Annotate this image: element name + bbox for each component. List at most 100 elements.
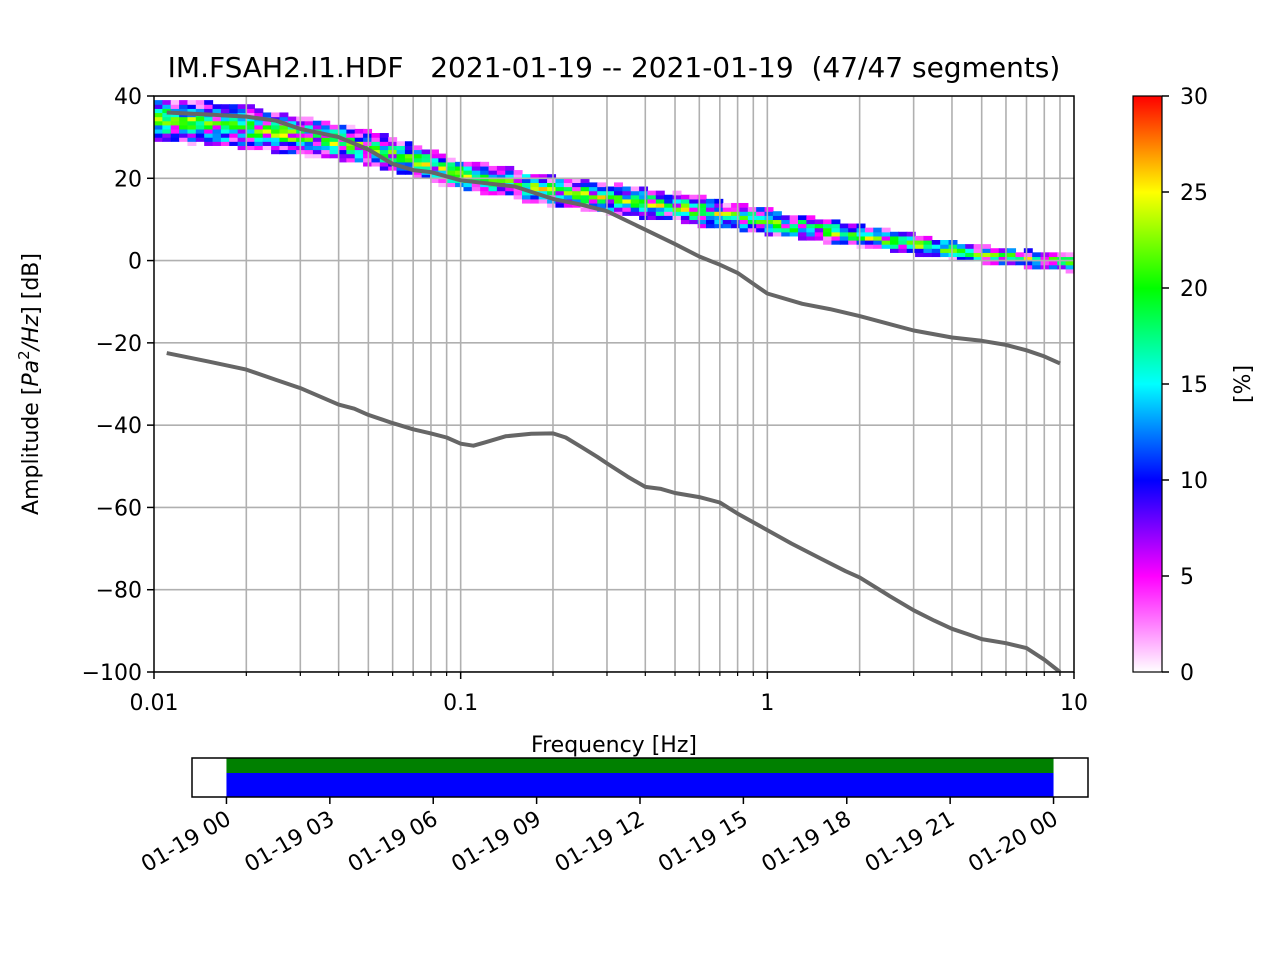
ppsd-cell <box>890 244 899 249</box>
ppsd-cell <box>237 141 247 146</box>
ppsd-cell <box>321 141 331 146</box>
ppsd-cell <box>630 202 640 208</box>
ppsd-cell <box>1015 256 1025 262</box>
ppsd-cell <box>488 178 498 183</box>
ppsd-cell <box>806 235 816 241</box>
ppsd-cell <box>731 207 741 212</box>
ppsd-cell <box>262 141 272 146</box>
ppsd-cell <box>722 202 732 208</box>
ppsd-cell <box>982 260 991 266</box>
x-tick-label: 1 <box>760 691 774 716</box>
ppsd-cell <box>338 153 347 159</box>
ppsd-cell <box>404 153 414 159</box>
ppsd-cell <box>789 227 799 233</box>
ppsd-cell <box>839 223 849 229</box>
ppsd-cell <box>220 120 230 126</box>
ppsd-cell <box>990 260 1000 266</box>
ppsd-cell <box>513 174 523 179</box>
ppsd-cell <box>672 211 682 216</box>
ppsd-cell <box>898 244 908 249</box>
ppsd-cell <box>538 174 548 179</box>
ppsd-cell <box>187 137 197 142</box>
ppsd-cell <box>170 104 180 109</box>
ppsd-cell <box>246 124 255 130</box>
ppsd-cell <box>915 252 925 258</box>
plot-frame <box>153 95 1075 673</box>
ppsd-cell <box>831 227 841 233</box>
ppsd-cell <box>195 128 205 134</box>
ppsd-cell <box>731 202 741 208</box>
ppsd-cell <box>321 124 331 130</box>
ppsd-cell <box>488 165 498 171</box>
ppsd-cell <box>789 223 799 229</box>
ppsd-cell <box>639 202 649 208</box>
ppsd-cell <box>580 198 590 204</box>
ppsd-cell <box>496 186 506 192</box>
ppsd-cell <box>580 207 590 212</box>
ppsd-cell <box>246 120 255 126</box>
ppsd-cell <box>329 153 339 159</box>
ppsd-cell <box>346 128 356 134</box>
ppsd-cell <box>814 223 824 229</box>
ppsd-cell <box>1007 252 1017 258</box>
ppsd-cell <box>588 202 598 208</box>
ppsd-cell <box>664 202 674 208</box>
ppsd-cell <box>931 252 941 258</box>
ppsd-cell <box>505 190 515 196</box>
ppsd-cell <box>480 174 490 179</box>
ppsd-cell <box>430 157 439 163</box>
ppsd-cell <box>764 219 774 225</box>
ppsd-cell <box>848 240 858 245</box>
ppsd-cell <box>304 120 314 126</box>
ppsd-cell <box>430 153 439 159</box>
ppsd-cell <box>580 182 590 188</box>
ppsd-cell <box>839 227 849 233</box>
ppsd-cell <box>212 141 222 146</box>
ppsd-cell <box>706 202 715 208</box>
ppsd-cell <box>338 128 347 134</box>
upper-noise-model-line <box>166 110 1061 366</box>
ppsd-cell <box>998 252 1008 258</box>
y-tick-label: −80 <box>96 579 142 604</box>
ppsd-cell <box>204 120 214 126</box>
ppsd-cell <box>630 198 640 204</box>
ppsd-cell <box>856 244 866 249</box>
ppsd-cell <box>948 240 958 245</box>
ppsd-cell <box>956 252 966 258</box>
ppsd-cell <box>438 178 448 183</box>
ppsd-cell <box>496 165 506 171</box>
ppsd-cell <box>639 186 649 192</box>
ppsd-cell <box>220 116 230 122</box>
ppsd-cell <box>354 128 364 134</box>
ppsd-cell <box>195 137 205 142</box>
ppsd-cell <box>187 104 197 109</box>
ppsd-cell <box>772 223 782 229</box>
ppsd-cell <box>614 186 623 192</box>
ppsd-cell <box>923 240 933 245</box>
ppsd-cell <box>781 219 791 225</box>
timeline-tick-label: 01-19 12 <box>551 807 649 878</box>
ppsd-cell <box>1032 252 1042 258</box>
ppsd-cell <box>731 219 741 225</box>
ppsd-cell <box>580 190 590 196</box>
y-tick-label: −100 <box>82 661 142 686</box>
ppsd-cell <box>990 256 1000 262</box>
ppsd-cell <box>404 145 414 151</box>
ppsd-cell <box>806 227 816 233</box>
ppsd-cell <box>496 174 506 179</box>
ppsd-cell <box>271 149 281 155</box>
ppsd-cell <box>279 112 289 118</box>
ppsd-cell <box>647 202 657 208</box>
ppsd-cell <box>538 178 548 183</box>
ppsd-cell <box>279 149 289 155</box>
ppsd-cell <box>522 194 531 200</box>
ppsd-cell <box>379 165 389 171</box>
ppsd-cell <box>572 198 582 204</box>
ppsd-cell <box>764 223 774 229</box>
ppsd-cell <box>772 231 782 237</box>
ppsd-cell <box>605 207 615 212</box>
ppsd-cell <box>271 120 281 126</box>
ppsd-cell <box>639 215 649 221</box>
ppsd-cell <box>396 170 406 175</box>
ppsd-cell <box>287 128 297 134</box>
